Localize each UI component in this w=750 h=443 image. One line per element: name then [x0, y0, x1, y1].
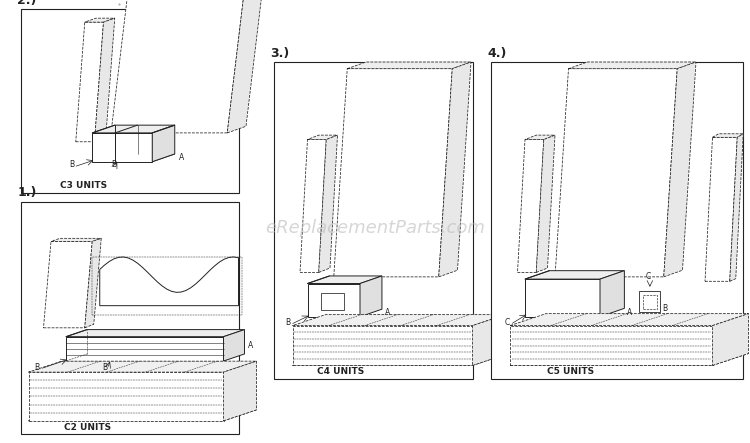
Polygon shape	[491, 62, 742, 379]
Polygon shape	[518, 140, 544, 272]
Polygon shape	[510, 314, 748, 326]
Polygon shape	[224, 330, 245, 361]
Polygon shape	[300, 140, 326, 272]
Text: C: C	[505, 319, 510, 327]
Text: A: A	[627, 308, 632, 317]
Polygon shape	[639, 291, 660, 312]
Text: C5 UNITS: C5 UNITS	[547, 367, 594, 376]
Text: C: C	[646, 272, 651, 281]
Polygon shape	[600, 271, 624, 317]
Polygon shape	[152, 125, 175, 162]
Polygon shape	[308, 135, 338, 140]
Polygon shape	[705, 137, 737, 281]
Polygon shape	[92, 133, 152, 162]
Polygon shape	[94, 18, 115, 142]
Polygon shape	[347, 62, 471, 69]
Polygon shape	[227, 0, 262, 133]
Text: B: B	[111, 160, 116, 169]
Text: 2.): 2.)	[17, 0, 37, 7]
Polygon shape	[292, 326, 472, 365]
Polygon shape	[85, 238, 101, 328]
Polygon shape	[319, 135, 338, 272]
Text: C3 UNITS: C3 UNITS	[60, 181, 107, 190]
Text: B: B	[34, 363, 40, 372]
Polygon shape	[334, 69, 452, 277]
Polygon shape	[525, 135, 555, 140]
Polygon shape	[510, 326, 712, 365]
Polygon shape	[274, 62, 472, 379]
Polygon shape	[66, 330, 244, 337]
Polygon shape	[643, 295, 657, 309]
Polygon shape	[66, 337, 224, 361]
Polygon shape	[92, 125, 175, 133]
Polygon shape	[292, 315, 506, 326]
Text: 4.): 4.)	[488, 47, 507, 60]
Polygon shape	[28, 372, 224, 421]
Polygon shape	[100, 257, 238, 306]
Text: A: A	[178, 153, 184, 162]
Polygon shape	[76, 22, 104, 142]
Text: B: B	[663, 303, 668, 313]
Text: eReplacementParts.com: eReplacementParts.com	[265, 219, 485, 237]
Polygon shape	[712, 314, 748, 365]
Polygon shape	[51, 238, 101, 241]
Polygon shape	[292, 354, 506, 365]
Polygon shape	[44, 241, 92, 328]
Polygon shape	[21, 202, 238, 434]
Polygon shape	[712, 134, 743, 137]
Polygon shape	[28, 361, 256, 372]
Text: B: B	[285, 319, 290, 327]
Polygon shape	[308, 276, 382, 284]
Text: B: B	[69, 160, 74, 169]
Polygon shape	[360, 276, 382, 317]
Text: 3.): 3.)	[270, 47, 290, 60]
Polygon shape	[439, 62, 471, 277]
Text: C4 UNITS: C4 UNITS	[317, 367, 364, 376]
Text: B: B	[102, 363, 107, 372]
Polygon shape	[536, 135, 555, 272]
Text: C2 UNITS: C2 UNITS	[64, 424, 112, 432]
Polygon shape	[92, 154, 175, 162]
Polygon shape	[555, 69, 677, 277]
Text: 1.): 1.)	[17, 187, 37, 199]
Polygon shape	[308, 284, 360, 317]
Polygon shape	[568, 62, 696, 69]
Text: A: A	[385, 308, 390, 317]
Polygon shape	[730, 134, 743, 281]
Polygon shape	[510, 354, 748, 365]
Polygon shape	[664, 62, 696, 277]
Text: A: A	[248, 341, 253, 350]
Polygon shape	[525, 271, 624, 279]
Polygon shape	[21, 9, 238, 193]
Polygon shape	[85, 18, 115, 22]
Polygon shape	[224, 361, 256, 421]
Polygon shape	[525, 279, 600, 317]
Polygon shape	[321, 293, 344, 310]
Polygon shape	[111, 0, 244, 133]
Polygon shape	[472, 315, 506, 365]
Polygon shape	[28, 410, 256, 421]
